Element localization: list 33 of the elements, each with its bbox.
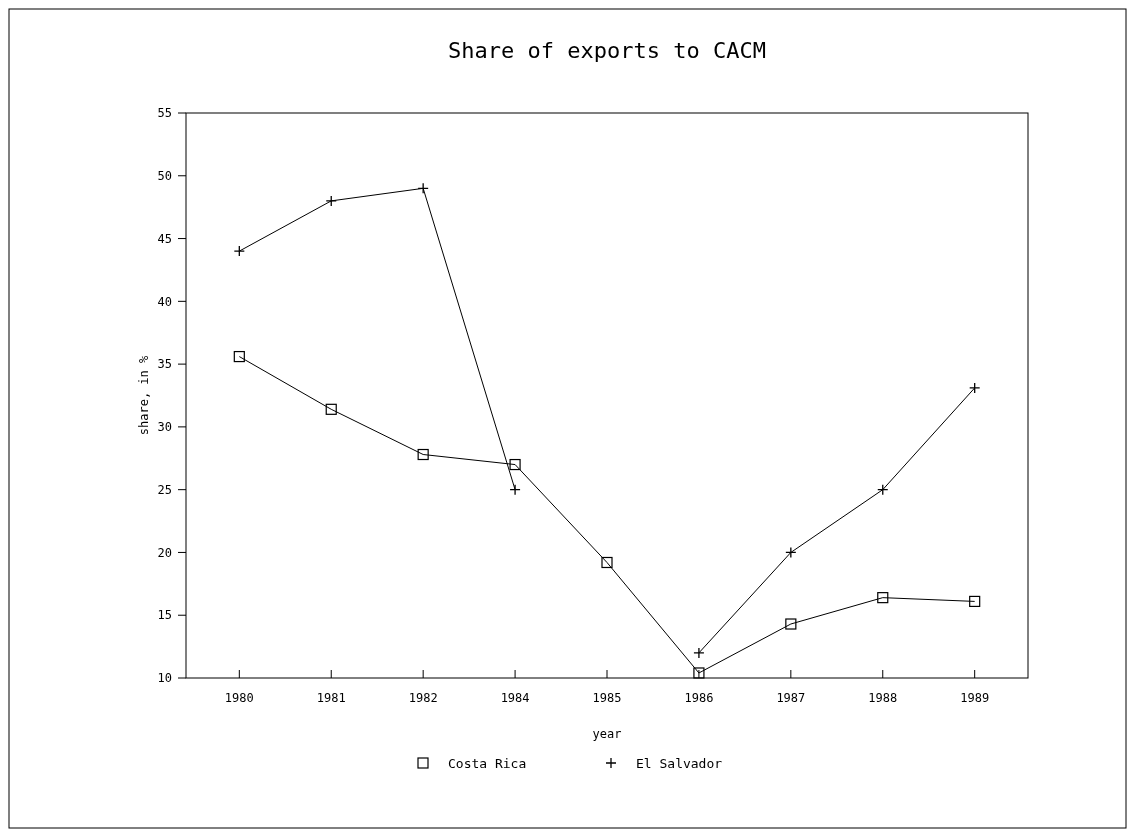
point (233, 350, 245, 363)
legend-label: Costa Rica (448, 755, 527, 771)
x-tick-label: 1988 (868, 691, 898, 705)
x-tick-label: 1981 (316, 691, 346, 705)
point (785, 618, 797, 630)
point (969, 595, 981, 608)
point (325, 403, 337, 415)
y-tick-label: 20 (157, 545, 172, 560)
y-tick-label: 35 (157, 357, 172, 372)
x-tick-label: 1987 (776, 691, 806, 705)
y-tick-label: 25 (157, 482, 172, 497)
x-tick-label: 1985 (592, 691, 622, 705)
y-axis-title: share, in % (137, 355, 151, 436)
point (693, 667, 705, 679)
point (509, 458, 521, 471)
x-tick-label: 1989 (960, 691, 990, 705)
chart-title: Share of exports to CACM (448, 38, 766, 63)
y-tick-label: 30 (157, 420, 172, 435)
y-tick-label: 45 (157, 231, 172, 246)
x-axis-title: year (592, 727, 622, 741)
y-tick-label: 50 (157, 168, 172, 183)
point (601, 556, 613, 569)
x-tick-label: 1982 (408, 691, 438, 705)
x-tick-label: 1986 (684, 691, 714, 705)
y-tick-label: 10 (157, 671, 172, 686)
point (877, 592, 889, 604)
y-tick-label: 15 (157, 608, 172, 623)
x-tick-label: 1980 (224, 691, 254, 705)
y-tick-label: 40 (157, 294, 172, 309)
legend-label: El Salvador (636, 755, 723, 771)
y-tick-label: 55 (157, 106, 172, 121)
point (417, 448, 429, 461)
x-tick-label: 1984 (500, 691, 530, 705)
